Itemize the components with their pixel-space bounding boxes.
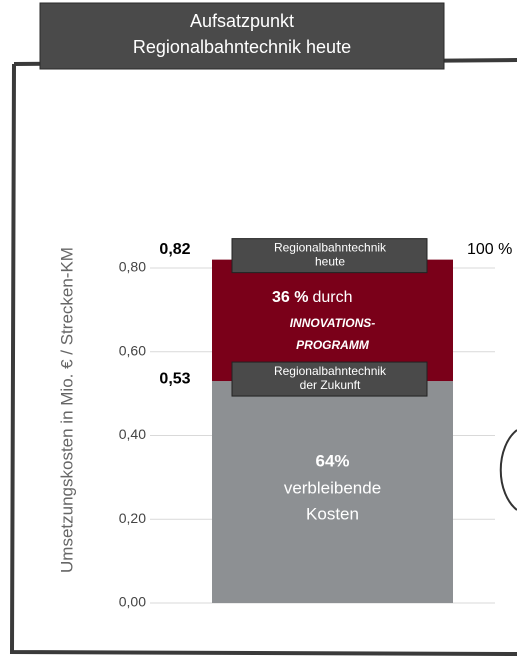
y-tick-label: 0,40: [119, 426, 146, 442]
y-tick-label: 0,00: [119, 594, 146, 610]
decoration: [499, 429, 517, 511]
chart-title: Aufsatzpunkt Regionalbahntechnik heute: [133, 11, 351, 57]
annotation-box: [231, 238, 428, 274]
bar-segment: [212, 259, 453, 382]
y-axis-label: Umsetzungskosten in Mio. € / Strecken-KM: [57, 247, 76, 573]
annotation: Regionalbahntechnik der Zukunft: [274, 364, 387, 392]
segment-label: 36 %: [272, 289, 308, 306]
y-tick-label: 0,80: [119, 259, 146, 275]
annotation-box: [231, 361, 428, 397]
segment-label: INNOVATIONS-: [290, 316, 376, 330]
annotation: Regionalbahntechnik heute: [274, 241, 387, 269]
segment-label: PROGRAMM: [296, 338, 370, 352]
y-tick-label: 0,60: [119, 342, 146, 358]
title-box: [39, 2, 445, 70]
segment-label: Kosten: [306, 504, 359, 523]
annotation: 100 %: [467, 241, 512, 258]
segment-label: verbleibende: [284, 478, 381, 497]
bar-segment: [212, 381, 453, 603]
segment-label: durch: [313, 289, 353, 306]
value-label: 0,53: [159, 370, 190, 387]
annotation: 0,82: [159, 241, 190, 258]
segment-label: 64%: [315, 451, 349, 470]
y-tick-label: 0,20: [119, 510, 146, 526]
